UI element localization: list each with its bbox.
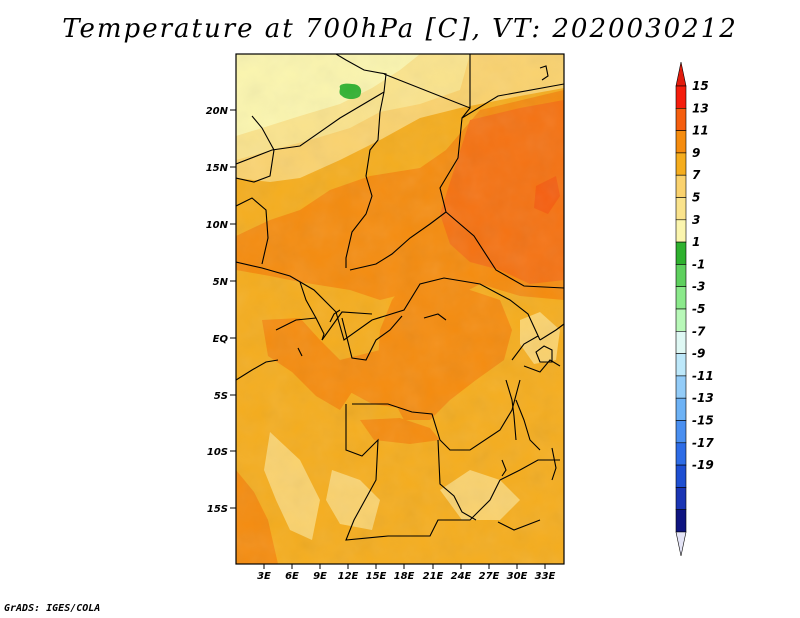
- colorbar-label: 9: [692, 146, 700, 160]
- texture: [236, 54, 564, 564]
- colorbar-swatch: [675, 219, 687, 243]
- colorbar-swatch: [675, 353, 687, 377]
- colorbar-swatch: [675, 85, 687, 109]
- lon-tick-label: 27E: [479, 571, 500, 582]
- map-title: Temperature at 700hPa [C], VT: 202003021…: [62, 14, 738, 44]
- colorbar-swatch: [675, 397, 687, 421]
- lat-tick-label: EQ: [213, 334, 229, 345]
- colorbar-swatch: [675, 174, 687, 198]
- colorbar-label: -9: [692, 347, 705, 361]
- colorbar-label: -17: [692, 436, 714, 450]
- latitude-axis: 20N 15N 10N 5N EQ 5S 10S 15S: [206, 106, 236, 515]
- lat-tick-label: 10N: [206, 220, 229, 231]
- colorbar-swatch: [675, 330, 687, 354]
- colorbar: 15 13 11 9 7 5 3 1 -1 -3 -5 -7 -9 -11 -13 -15 -17 -19: [675, 61, 714, 557]
- lon-tick-label: 6E: [285, 571, 299, 582]
- lon-tick-label: 18E: [394, 571, 415, 582]
- colorbar-label: -5: [692, 302, 705, 316]
- colorbar-swatch: [675, 487, 687, 510]
- lon-tick-label: 9E: [313, 571, 327, 582]
- map-frame: [235, 53, 565, 565]
- colorbar-label: 15: [692, 79, 709, 93]
- colorbar-label: 11: [692, 124, 709, 138]
- lon-tick-label: 24E: [451, 571, 472, 582]
- colorbar-swatch: [675, 375, 687, 399]
- country-borders: [236, 54, 564, 541]
- lat-tick-label: 10S: [207, 447, 228, 458]
- colorbar-swatch: [675, 264, 687, 287]
- colorbar-label: -15: [692, 414, 714, 428]
- temperature-map: [236, 54, 564, 564]
- colorbar-label: 7: [692, 168, 701, 182]
- colorbar-label: -11: [692, 369, 714, 383]
- colorbar-swatch: [675, 108, 687, 131]
- colorbar-swatch: [675, 152, 687, 176]
- colorbar-label: -7: [692, 324, 706, 338]
- colorbar-swatch: [675, 130, 687, 154]
- colorbar-swatch: [675, 308, 687, 332]
- colorbar-swatch: [675, 286, 687, 310]
- colorbar-swatch: [675, 464, 687, 488]
- colorbar-swatch: [675, 509, 687, 533]
- colorbar-label: 13: [692, 101, 709, 115]
- lon-tick-label: 33E: [535, 571, 556, 582]
- colorbar-bottom-arrow: [675, 531, 687, 557]
- lon-tick-label: 3E: [257, 571, 271, 582]
- colorbar-label: -1: [692, 257, 705, 271]
- lat-tick-label: 20N: [206, 106, 229, 117]
- colorbar-swatch: [675, 197, 687, 221]
- lon-tick-label: 21E: [423, 571, 444, 582]
- lat-tick-label: 15N: [206, 163, 229, 174]
- lat-tick-label: 15S: [207, 504, 228, 515]
- colorbar-label: -13: [692, 391, 714, 405]
- longitude-axis: 3E 6E 9E 12E 15E 18E 21E 24E 27E 30E 33E: [257, 564, 556, 582]
- colorbar-swatch: [675, 241, 687, 265]
- colorbar-label: -19: [692, 458, 714, 472]
- colorbar-label: 3: [692, 213, 700, 227]
- colorbar-label: 5: [692, 191, 700, 205]
- lon-tick-label: 15E: [366, 571, 387, 582]
- lat-tick-label: 5S: [214, 391, 228, 402]
- colorbar-label: -3: [692, 280, 705, 294]
- grads-credit: GrADS: IGES/COLA: [4, 603, 101, 614]
- colorbar-label: 1: [692, 235, 700, 249]
- colorbar-swatch: [675, 442, 687, 466]
- colorbar-swatch: [675, 420, 687, 444]
- colorbar-top-arrow: [675, 61, 687, 87]
- lon-tick-label: 30E: [507, 571, 528, 582]
- lon-tick-label: 12E: [338, 571, 359, 582]
- lat-tick-label: 5N: [213, 277, 229, 288]
